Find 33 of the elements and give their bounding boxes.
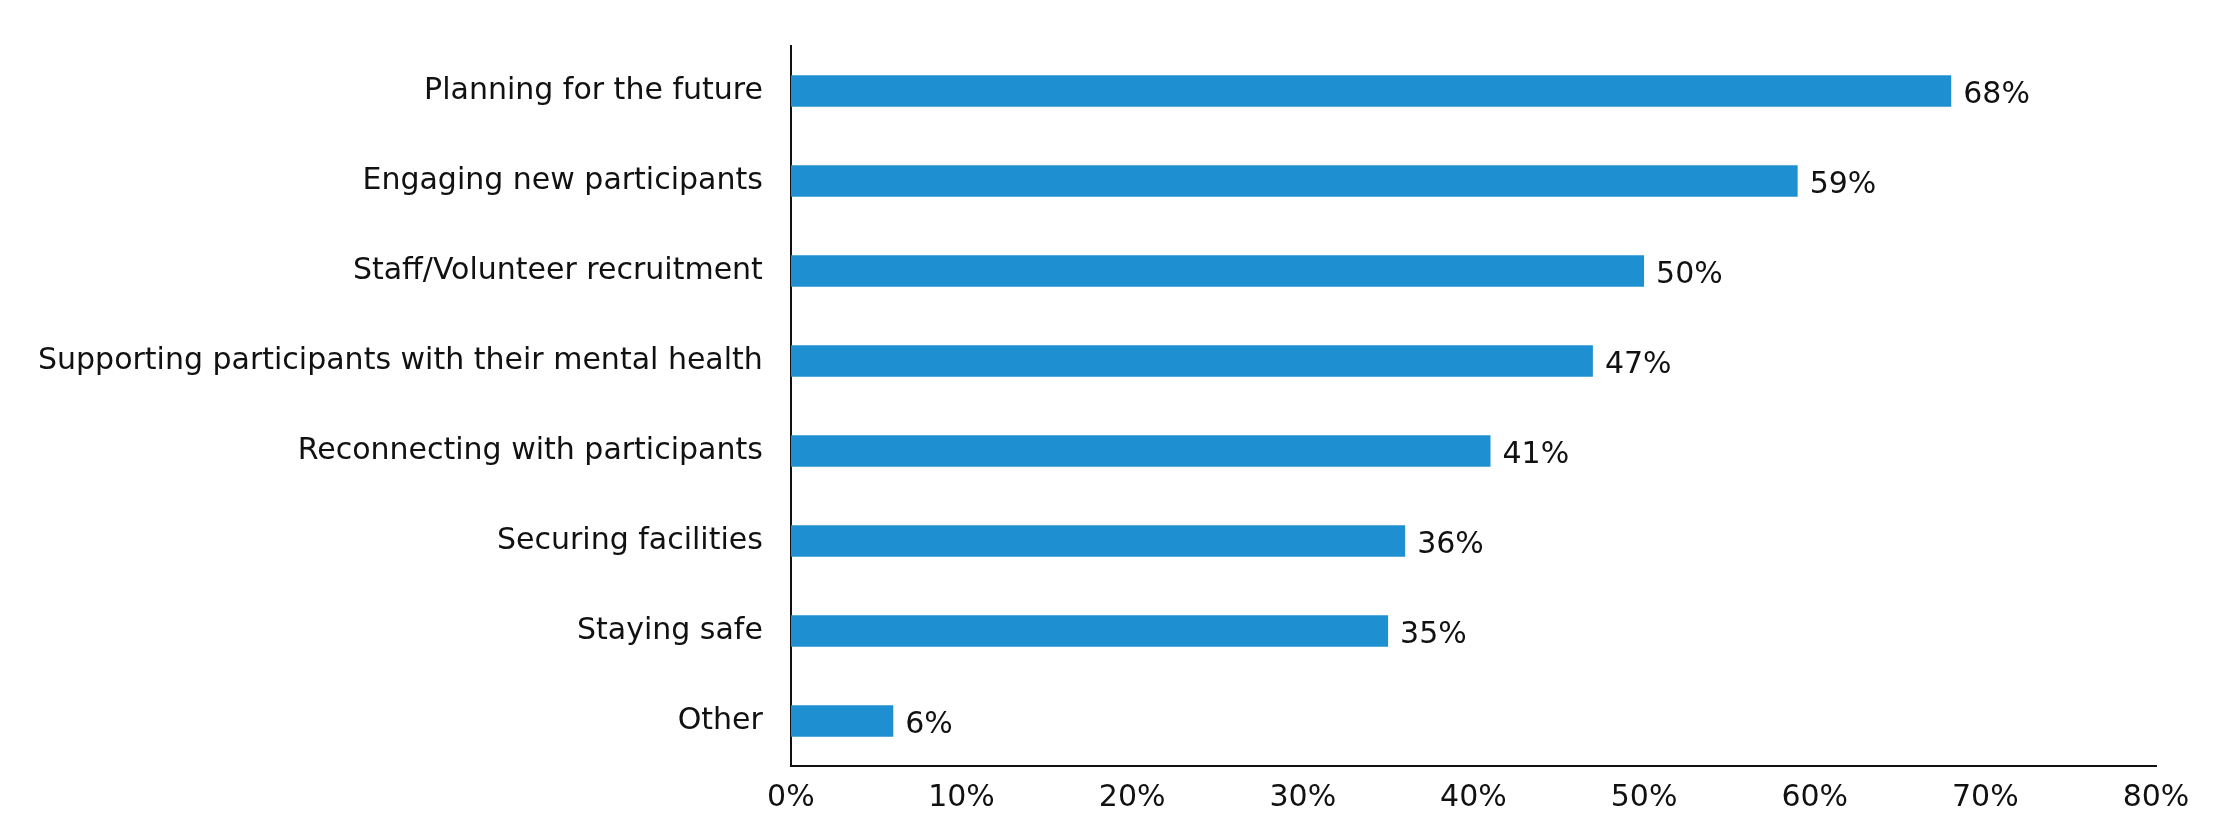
y-tick-label: Supporting participants with their mental health: [37, 340, 763, 376]
bar: [790, 75, 1952, 107]
bar: [790, 165, 1798, 197]
data-label: 59%: [1809, 164, 1877, 200]
y-tick-label: Staff/Volunteer recruitment: [352, 250, 764, 286]
y-tick-label: Planning for the future: [424, 70, 763, 106]
x-tick-label: 10%: [928, 777, 995, 813]
x-tick-label: 20%: [1098, 777, 1166, 813]
data-label: 68%: [1963, 74, 2030, 110]
data-label: 6%: [905, 704, 953, 740]
x-tick-label: 70%: [1952, 777, 2019, 813]
y-tick-label: Engaging new participants: [362, 160, 763, 196]
bar: [790, 345, 1593, 377]
data-label: 47%: [1604, 344, 1672, 380]
x-tick-label: 60%: [1781, 777, 1849, 813]
y-tick-label: Reconnecting with participants: [297, 430, 763, 466]
data-label: 41%: [1502, 434, 1570, 470]
data-label: 50%: [1656, 254, 1723, 290]
data-label: 35%: [1400, 614, 1467, 650]
x-tick-label: 30%: [1269, 777, 1337, 813]
data-label: 36%: [1417, 524, 1484, 560]
bar: [790, 525, 1406, 557]
bar: [790, 435, 1491, 467]
x-tick-label: 40%: [1440, 777, 1507, 813]
x-tick-label: 0%: [767, 777, 815, 813]
x-tick-label: 50%: [1610, 777, 1678, 813]
y-tick-label: Other: [677, 700, 764, 736]
y-tick-label: Securing facilities: [496, 520, 763, 556]
bar: [790, 705, 894, 737]
y-tick-label: Staying safe: [576, 610, 763, 646]
bar: [790, 255, 1645, 287]
x-tick-label: 80%: [2122, 777, 2190, 813]
bar: [790, 615, 1389, 647]
